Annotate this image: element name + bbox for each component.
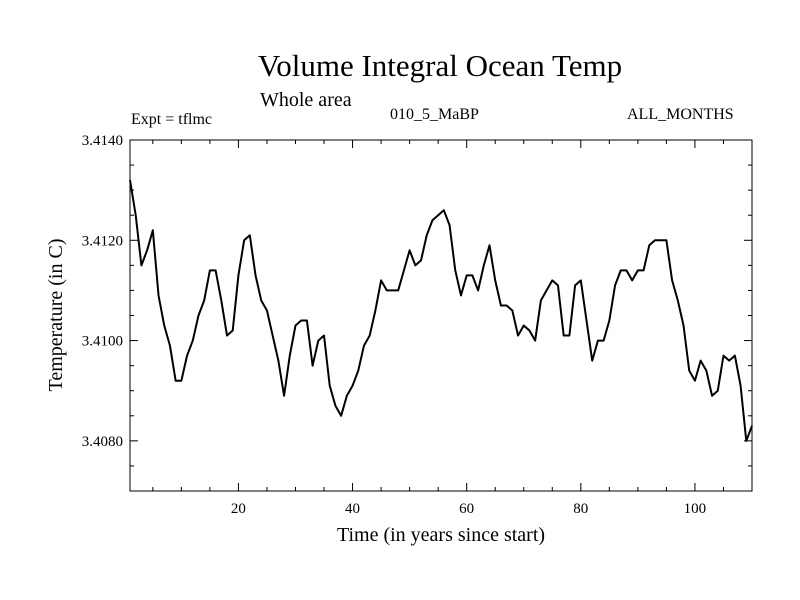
chart-title: Volume Integral Ocean Temp	[257, 48, 623, 83]
y-tick-label: 3.4120	[82, 233, 123, 249]
x-tick-label: 80	[573, 501, 588, 517]
x-tick-label: 100	[684, 501, 707, 517]
series-layer	[129, 179, 753, 442]
months-label: ALL_MONTHS	[627, 106, 734, 123]
x-axis-ticks: 20 40 60 80 100	[152, 140, 753, 517]
y-tick-label: 3.4080	[82, 434, 123, 450]
y-axis-label: Temperature (in C)	[45, 239, 67, 392]
x-tick-label: 60	[459, 501, 474, 517]
x-tick-label: 40	[345, 501, 360, 517]
chart-subtitle: Whole area	[260, 89, 352, 111]
x-axis-label: Time (in years since start)	[337, 524, 545, 546]
x-tick-label: 20	[231, 501, 246, 517]
y-tick-label: 3.4100	[82, 334, 123, 350]
case-label: 010_5_MaBP	[390, 106, 479, 123]
y-axis-ticks: 3.4080 3.4100 3.4120 3.4140	[82, 133, 752, 492]
y-tick-label: 3.4140	[82, 133, 123, 149]
experiment-label: Expt = tflmc	[131, 111, 213, 128]
series-line	[129, 179, 753, 442]
